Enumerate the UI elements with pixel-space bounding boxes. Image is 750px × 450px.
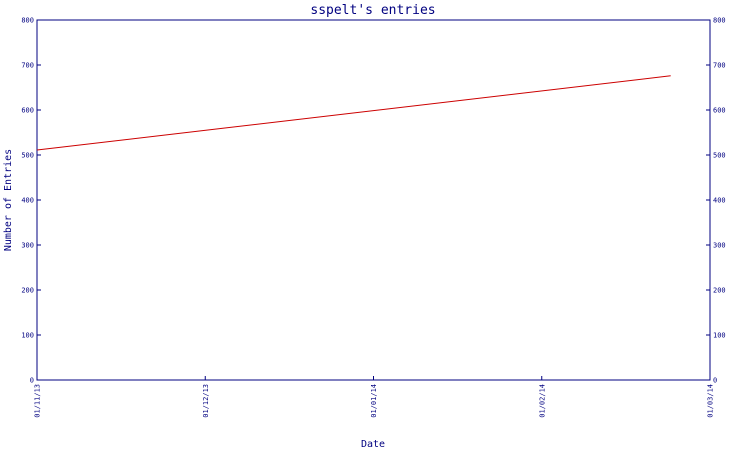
y-tick-label-right: 200: [713, 287, 726, 295]
x-tick-label: 01/03/14: [707, 384, 715, 418]
series-line: [36, 75, 671, 151]
y-tick-label-left: 0: [30, 377, 34, 385]
x-tick-label: 01/12/13: [202, 384, 210, 418]
x-axis-label: Date: [361, 439, 385, 450]
series-group: [36, 75, 671, 151]
y-tick-label-right: 400: [713, 197, 726, 205]
y-tick-label-left: 400: [21, 197, 34, 205]
y-tick-label-right: 600: [713, 107, 726, 115]
x-axis: 01/11/13 01/12/13 01/01/14 01/02/14 01/03/14: [34, 376, 715, 418]
y-tick-label-left: 200: [21, 287, 34, 295]
y-tick-label-right: 800: [713, 17, 726, 25]
y-tick-label-left: 800: [21, 17, 34, 25]
x-tick-label: 01/01/14: [370, 384, 378, 418]
y-tick-label-left: 500: [21, 152, 34, 160]
y-tick-label-left: 300: [21, 242, 34, 250]
y-tick-label-left: 100: [21, 332, 34, 340]
y-tick-label-right: 0: [713, 377, 717, 385]
y-tick-label-right: 700: [713, 62, 726, 70]
y-axis-left: 0 100 200 300 400 500 600 700 800: [21, 17, 41, 385]
plot-frame: [36, 19, 711, 381]
y-tick-label-left: 600: [21, 107, 34, 115]
y-tick-label-right: 300: [713, 242, 726, 250]
x-tick-label: 01/02/14: [538, 384, 546, 418]
y-tick-label-left: 700: [21, 62, 34, 70]
chart-title: sspelt's entries: [310, 3, 435, 18]
y-tick-label-right: 100: [713, 332, 726, 340]
x-tick-label: 01/11/13: [34, 384, 42, 418]
y-axis-label: Number of Entries: [3, 149, 14, 251]
y-axis-right: 0 100 200 300 400 500 600 700 800: [706, 17, 726, 385]
y-tick-label-right: 500: [713, 152, 726, 160]
